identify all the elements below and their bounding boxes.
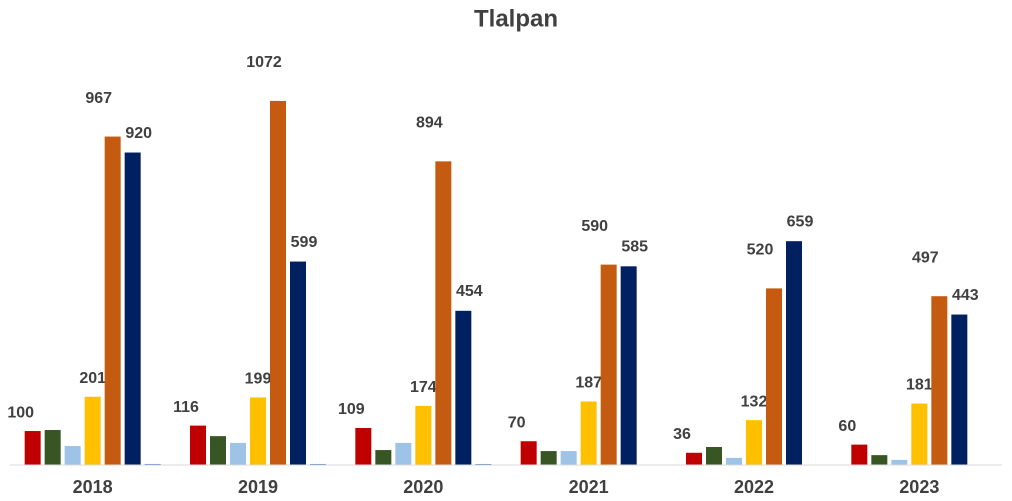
bar [951, 314, 968, 465]
bar [766, 288, 782, 465]
data-label: 109 [338, 401, 365, 418]
bar [435, 161, 452, 465]
data-label: 1072 [246, 54, 282, 71]
data-label: 36 [673, 426, 691, 443]
bar [124, 152, 141, 465]
data-label: 181 [906, 377, 933, 394]
bar [210, 436, 226, 465]
x-tick-label: 2019 [238, 477, 278, 497]
data-label: 199 [245, 371, 272, 388]
chart-title: Tlalpan [474, 5, 558, 32]
bar [540, 451, 557, 465]
bar [230, 442, 246, 465]
data-label: 920 [125, 125, 152, 142]
data-label: 174 [410, 379, 437, 396]
bar [620, 266, 637, 465]
x-tick-label: 2022 [734, 477, 774, 497]
bar [375, 450, 392, 465]
data-label: 443 [952, 287, 979, 304]
bar [600, 264, 617, 465]
data-label: 497 [912, 249, 939, 266]
bar [455, 310, 472, 465]
bar [560, 451, 577, 465]
data-label: 585 [621, 239, 648, 256]
bar [64, 445, 81, 465]
bar [24, 431, 41, 465]
x-tick-label: 2023 [899, 477, 939, 497]
bar [851, 444, 868, 465]
bar [355, 427, 372, 465]
bar [871, 455, 888, 465]
bar [270, 100, 286, 465]
bar [190, 425, 206, 465]
bar [415, 405, 432, 465]
bar [706, 446, 722, 465]
x-tick-label: 2018 [73, 477, 113, 497]
bar [84, 396, 101, 465]
data-label: 60 [838, 418, 856, 435]
data-label: 590 [581, 218, 608, 235]
bar [786, 241, 802, 465]
x-tick-label: 2020 [403, 477, 443, 497]
data-label: 454 [456, 283, 483, 300]
bar [395, 442, 412, 465]
bar [746, 420, 762, 465]
bar [891, 459, 908, 465]
data-label: 100 [7, 404, 34, 421]
data-label: 599 [291, 234, 318, 251]
data-label: 132 [741, 393, 768, 410]
bar [290, 261, 306, 465]
bar [250, 397, 266, 465]
data-label: 116 [173, 399, 199, 416]
bar [580, 401, 597, 465]
data-label: 967 [85, 90, 112, 107]
bar [104, 136, 121, 465]
data-label: 70 [508, 414, 526, 431]
bar [310, 463, 326, 465]
data-label: 201 [79, 370, 106, 387]
bar [44, 430, 61, 465]
bar [520, 441, 537, 465]
data-label: 187 [575, 375, 602, 392]
data-label: 894 [416, 115, 443, 132]
bar [475, 463, 492, 465]
bar [726, 457, 742, 465]
data-label: 520 [747, 242, 774, 259]
bar [686, 452, 702, 465]
x-tick-label: 2021 [569, 477, 609, 497]
bar [911, 403, 928, 465]
bar [931, 296, 948, 465]
data-label: 659 [787, 213, 814, 230]
bar [144, 463, 161, 465]
